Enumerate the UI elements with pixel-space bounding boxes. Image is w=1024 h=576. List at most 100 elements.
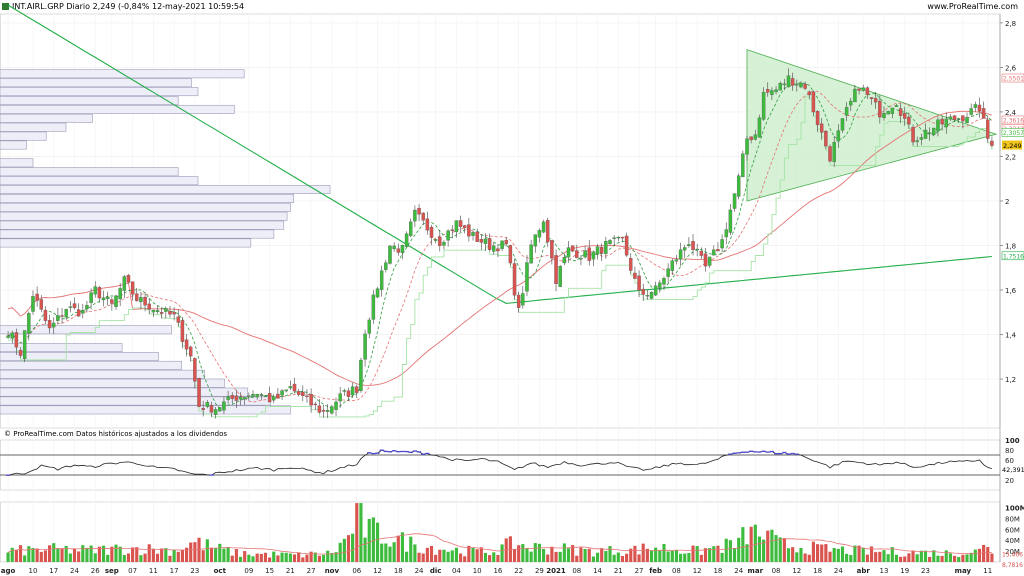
volume-profile-bar [0, 193, 295, 203]
candle-body [878, 100, 882, 118]
rsi-line [7, 449, 993, 476]
candle-body [865, 87, 870, 95]
candle-body [587, 247, 591, 261]
candle-body [72, 303, 77, 308]
volume-bar [39, 551, 43, 562]
rsi-tick-label: 100 [1005, 437, 1020, 445]
volume-bar [666, 551, 670, 562]
candle-body [189, 346, 193, 357]
volume-bar [197, 537, 201, 562]
volume-bar [143, 553, 147, 562]
volume-bar [708, 548, 712, 562]
volume-profile-bar [0, 176, 199, 186]
candle-body [309, 394, 313, 406]
brand-link[interactable]: www.ProRealTime.com [927, 2, 1018, 11]
volume-bar [961, 554, 965, 562]
volume-bar [861, 547, 865, 562]
volume-bar [587, 548, 591, 562]
candle-body [164, 308, 168, 312]
candle-body [915, 140, 919, 143]
volume-bar [778, 537, 782, 562]
candle-body [450, 229, 454, 231]
time-tick-label: 18 [813, 567, 822, 575]
candle-body [14, 332, 19, 348]
volume-bar [255, 553, 259, 562]
candle-body [417, 207, 421, 215]
candle-body [213, 409, 218, 415]
candle-body [977, 104, 982, 112]
candle-body [218, 407, 222, 412]
triangle-pattern-shape [746, 49, 998, 202]
candle-body [728, 209, 733, 233]
candle-body [849, 100, 853, 106]
time-tick-label: 16 [493, 567, 502, 575]
candle-body [873, 98, 878, 103]
candle-body [475, 231, 479, 242]
time-tick-label: 08 [672, 567, 681, 575]
volume-bar [674, 550, 679, 562]
time-tick-label: 24 [415, 567, 424, 575]
candle-body [579, 258, 583, 260]
volume-bar [525, 547, 529, 562]
volume-bar [899, 556, 903, 562]
volume-bar [637, 554, 641, 562]
chart-settings-icon[interactable] [2, 3, 9, 10]
candle-body [222, 401, 226, 411]
volume-bar [168, 555, 172, 562]
volume-bar [209, 547, 214, 562]
volume-bar [135, 547, 139, 562]
chart-title: INT.AIRL.GRP Diario 2,249 (-0,84% 12-may… [12, 2, 245, 11]
volume-bar [317, 555, 321, 562]
volume-bar [363, 537, 367, 562]
volume-bar [604, 550, 608, 562]
candle-body [907, 116, 911, 125]
volume-bar [243, 551, 247, 562]
candle-body [745, 138, 749, 155]
volume-bar [645, 548, 649, 562]
time-tick-label: 2021 [546, 567, 566, 575]
volume-bar [185, 547, 189, 562]
candle-body [230, 395, 234, 400]
candle-body [321, 409, 326, 412]
volume-bar [728, 540, 732, 562]
volume-bar [355, 503, 359, 562]
volume-bar [853, 545, 857, 562]
volume-bar [791, 547, 795, 562]
volume-bar [799, 547, 803, 562]
candle-body [296, 391, 301, 395]
volume-bar [479, 547, 483, 562]
time-tick-label: 21 [286, 567, 295, 575]
rsi-tick-label: 20 [1005, 477, 1014, 485]
candle-body [56, 315, 60, 321]
candle-body [932, 127, 936, 135]
volume-bar [110, 546, 114, 562]
candle-body [93, 286, 97, 295]
volume-bar [820, 544, 824, 562]
candle-body [736, 175, 741, 197]
volume-bar [251, 556, 255, 562]
candle-body [952, 115, 957, 120]
volume-bar [857, 545, 861, 562]
candle-body [803, 83, 807, 89]
time-tick-label: dic [430, 567, 442, 575]
volume-bar [371, 517, 375, 562]
time-tick-label: 23 [921, 567, 930, 575]
rsi-current-label: 42,391 [1002, 466, 1024, 474]
volume-bar [982, 544, 986, 562]
volume-bar [882, 550, 886, 562]
volume-bar [114, 544, 118, 562]
candle-body [151, 309, 156, 313]
candle-body [371, 294, 376, 320]
volume-bar [558, 551, 562, 562]
volume-bar [562, 543, 566, 562]
candlesticks [6, 68, 994, 419]
candle-body [105, 296, 110, 299]
volume-bar [429, 545, 434, 562]
volume-bar [288, 553, 292, 562]
volume-bar [101, 545, 106, 562]
candle-body [238, 396, 243, 400]
candle-body [608, 240, 612, 245]
candle-body [39, 299, 44, 310]
candle-body [255, 394, 259, 398]
